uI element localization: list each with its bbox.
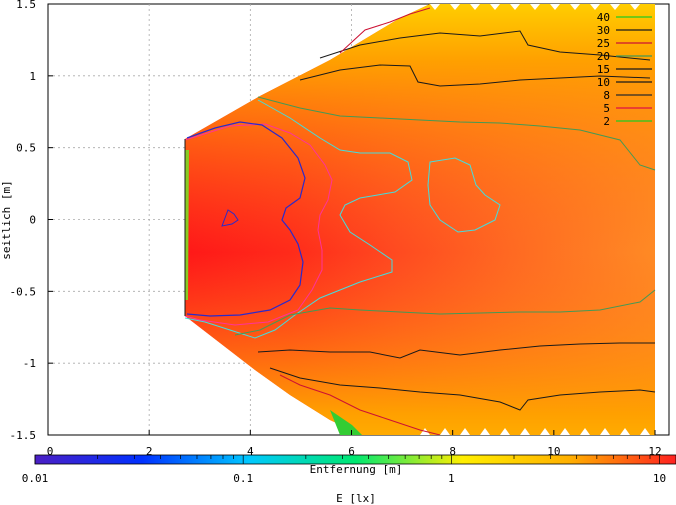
y-tick-label: -1.5 xyxy=(10,429,37,442)
contour-bottom-inner xyxy=(257,342,655,359)
colorbar-tick-label: 0.1 xyxy=(233,472,253,485)
colorbar-ticks: 0.01 0.1 1 10 xyxy=(22,455,666,485)
bottom-edge-sawtooth xyxy=(420,428,650,435)
colorbar-label: E [lx] xyxy=(336,492,376,505)
contour-blue-island xyxy=(221,209,239,227)
legend-label: 2 xyxy=(603,115,610,128)
y-axis-ticks: 1.5 1 0.5 0 -0.5 -1 -1.5 xyxy=(10,0,53,442)
x-tick-label: 8 xyxy=(449,445,456,458)
contour-green-top xyxy=(257,96,656,171)
x-tick-label: 2 xyxy=(146,445,153,458)
legend-label: 15 xyxy=(597,63,610,76)
contour-green-bottom xyxy=(234,289,656,336)
colorbar-tick-label: 0.01 xyxy=(22,472,49,485)
legend-label: 5 xyxy=(603,102,610,115)
colorbar-tick-label: 10 xyxy=(653,472,666,485)
x-tick-label: 4 xyxy=(247,445,254,458)
legend-label: 10 xyxy=(597,76,610,89)
low-value-patch xyxy=(330,410,362,435)
y-axis-label: seitlich [m] xyxy=(0,180,13,259)
contour-bottom-outer xyxy=(269,367,656,411)
y-tick-label: 0.5 xyxy=(16,142,36,155)
legend-label: 40 xyxy=(597,11,610,24)
x-tick-label: 0 xyxy=(47,445,54,458)
low-value-strip xyxy=(185,150,189,300)
contour-outer-top xyxy=(319,30,651,61)
contour-blue xyxy=(186,121,306,317)
contour-red-top xyxy=(339,7,431,54)
contour-red-bottom xyxy=(279,374,441,435)
legend-label: 30 xyxy=(597,24,610,37)
legend-label: 20 xyxy=(597,50,610,63)
y-tick-label: 1 xyxy=(29,70,36,83)
x-tick-label: 6 xyxy=(348,445,355,458)
y-tick-label: 0 xyxy=(29,214,36,227)
legend-label: 8 xyxy=(603,89,610,102)
x-axis-label: Entfernung [m] xyxy=(310,463,403,476)
contour-magenta xyxy=(184,123,333,326)
contour-cyan-island xyxy=(427,157,501,233)
colorbar-tick-label: 1 xyxy=(448,472,455,485)
top-edge-sawtooth xyxy=(430,4,640,10)
legend-label: 25 xyxy=(597,37,610,50)
y-tick-label: -1 xyxy=(23,357,36,370)
contour-second-top xyxy=(299,64,651,87)
heat-field xyxy=(184,4,656,435)
illuminated-region-edge-shading xyxy=(185,4,655,435)
y-tick-label: 1.5 xyxy=(16,0,36,11)
contour-cyan-middle xyxy=(184,99,413,339)
y-tick-label: -0.5 xyxy=(10,285,37,298)
